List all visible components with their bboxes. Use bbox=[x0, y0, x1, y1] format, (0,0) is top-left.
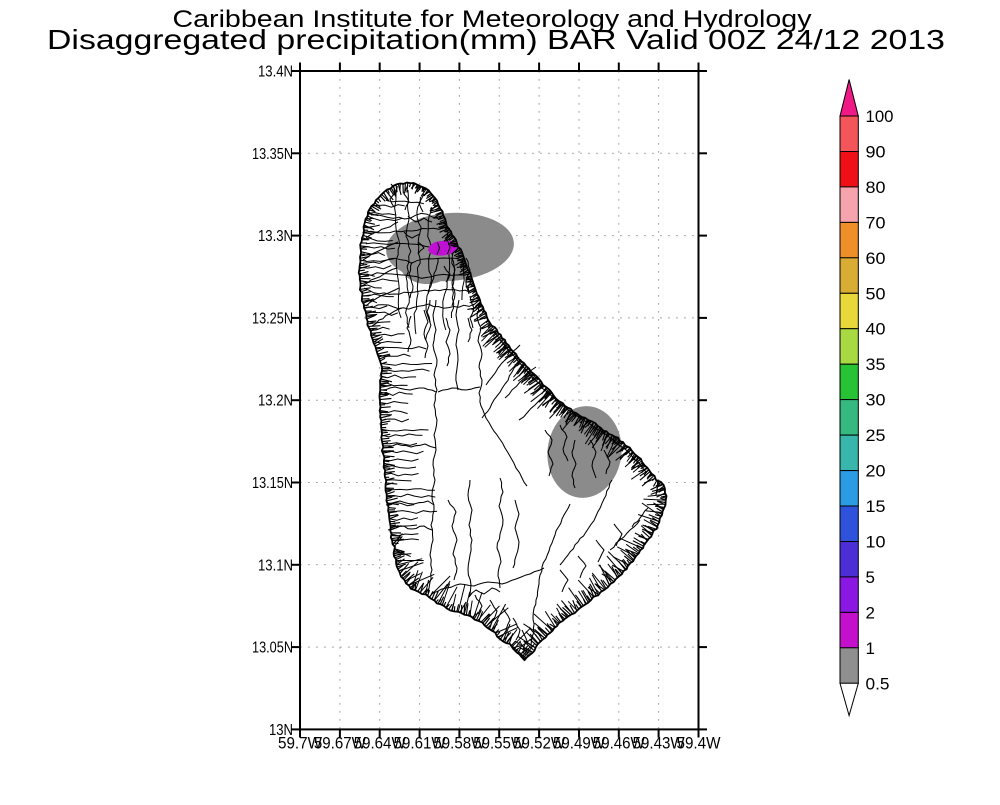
svg-text:90: 90 bbox=[866, 143, 886, 162]
svg-text:59.64W: 59.64W bbox=[354, 734, 406, 753]
svg-text:100: 100 bbox=[866, 107, 894, 126]
svg-text:59.52W: 59.52W bbox=[513, 734, 565, 753]
svg-text:5: 5 bbox=[866, 568, 875, 587]
svg-text:59.43W: 59.43W bbox=[633, 734, 685, 753]
svg-text:13.1N: 13.1N bbox=[258, 557, 293, 574]
svg-text:40: 40 bbox=[866, 320, 886, 339]
svg-text:13.35N: 13.35N bbox=[252, 146, 293, 163]
svg-text:50: 50 bbox=[866, 284, 886, 303]
svg-text:25: 25 bbox=[866, 426, 886, 445]
svg-text:60: 60 bbox=[866, 249, 886, 268]
svg-text:80: 80 bbox=[866, 178, 886, 197]
svg-text:2: 2 bbox=[866, 603, 875, 622]
svg-text:13.4N: 13.4N bbox=[258, 64, 293, 81]
svg-text:13.2N: 13.2N bbox=[258, 393, 293, 410]
svg-text:20: 20 bbox=[866, 462, 886, 481]
svg-text:Disaggregated precipitation(mm: Disaggregated precipitation(mm) BAR Vali… bbox=[47, 24, 945, 55]
svg-text:30: 30 bbox=[866, 391, 886, 410]
svg-text:59.58W: 59.58W bbox=[433, 734, 485, 753]
svg-text:59.61W: 59.61W bbox=[394, 734, 446, 753]
svg-text:13.3N: 13.3N bbox=[258, 228, 293, 245]
svg-text:59.55W: 59.55W bbox=[473, 734, 525, 753]
svg-text:13.25N: 13.25N bbox=[252, 310, 293, 327]
svg-text:59.4W: 59.4W bbox=[677, 734, 721, 753]
svg-text:59.67W: 59.67W bbox=[314, 734, 366, 753]
svg-text:70: 70 bbox=[866, 213, 886, 232]
svg-text:1: 1 bbox=[866, 639, 875, 658]
svg-text:13.05N: 13.05N bbox=[252, 640, 293, 657]
svg-text:0.5: 0.5 bbox=[866, 674, 890, 693]
svg-text:59.46W: 59.46W bbox=[593, 734, 645, 753]
svg-text:59.7W: 59.7W bbox=[278, 734, 322, 753]
svg-text:Caribbean Institute for Meteor: Caribbean Institute for Meteorology and … bbox=[173, 6, 812, 33]
svg-text:35: 35 bbox=[866, 355, 886, 374]
svg-text:13.15N: 13.15N bbox=[252, 475, 293, 492]
svg-text:59.49W: 59.49W bbox=[553, 734, 605, 753]
svg-text:10: 10 bbox=[866, 533, 886, 552]
svg-text:15: 15 bbox=[866, 497, 886, 516]
svg-text:13N: 13N bbox=[269, 722, 293, 739]
